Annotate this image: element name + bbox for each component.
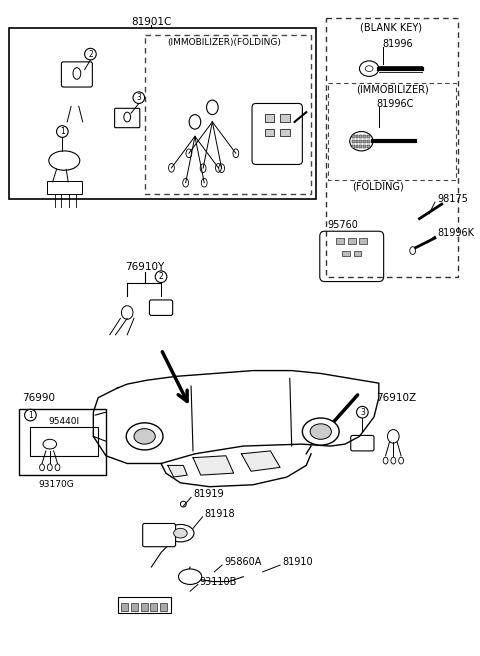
Bar xyxy=(363,135,366,138)
Text: 1: 1 xyxy=(60,127,65,136)
Text: 81996K: 81996K xyxy=(437,228,474,238)
Text: 95860A: 95860A xyxy=(224,557,261,567)
Ellipse shape xyxy=(126,423,163,450)
Text: (FOLDING): (FOLDING) xyxy=(352,182,404,192)
Text: 2: 2 xyxy=(159,272,164,281)
Bar xyxy=(336,238,344,244)
Circle shape xyxy=(155,271,167,283)
Bar xyxy=(280,129,290,136)
Bar xyxy=(356,145,359,148)
FancyBboxPatch shape xyxy=(118,597,171,613)
Text: 1: 1 xyxy=(28,411,33,420)
Bar xyxy=(367,140,370,143)
Text: 93170G: 93170G xyxy=(38,480,74,489)
Text: 76910Y: 76910Y xyxy=(125,262,164,272)
Bar xyxy=(360,238,367,244)
Text: 95440I: 95440I xyxy=(49,417,80,426)
Bar xyxy=(160,603,167,611)
Text: (IMMOBILIZER)(FOLDING): (IMMOBILIZER)(FOLDING) xyxy=(167,38,281,47)
Bar xyxy=(141,603,147,611)
Text: (IMMOBILIZER): (IMMOBILIZER) xyxy=(356,85,429,95)
Text: 98175: 98175 xyxy=(437,194,468,204)
Bar xyxy=(367,135,370,138)
Bar xyxy=(363,145,366,148)
Bar xyxy=(348,238,356,244)
Polygon shape xyxy=(193,456,234,475)
Text: 95760: 95760 xyxy=(327,220,359,230)
Ellipse shape xyxy=(167,524,194,542)
Circle shape xyxy=(24,409,36,421)
Text: 2: 2 xyxy=(88,50,93,58)
Bar xyxy=(264,129,274,136)
Text: 76990: 76990 xyxy=(22,393,55,403)
Bar xyxy=(356,140,359,143)
Bar xyxy=(150,603,157,611)
Ellipse shape xyxy=(365,66,373,72)
Text: 3: 3 xyxy=(360,407,365,417)
Bar xyxy=(360,135,362,138)
Text: (BLANK KEY): (BLANK KEY) xyxy=(360,23,422,33)
Text: 81996C: 81996C xyxy=(377,100,414,110)
Bar xyxy=(352,145,355,148)
Text: 81910: 81910 xyxy=(282,557,312,567)
Text: 81919: 81919 xyxy=(193,489,224,499)
Text: 3: 3 xyxy=(136,93,141,102)
Bar xyxy=(367,145,370,148)
Bar xyxy=(121,603,128,611)
Polygon shape xyxy=(241,451,280,471)
Bar xyxy=(352,135,355,138)
Polygon shape xyxy=(168,465,187,477)
Ellipse shape xyxy=(310,424,331,440)
Bar xyxy=(131,603,138,611)
Bar xyxy=(352,140,355,143)
Text: 81996: 81996 xyxy=(383,39,413,49)
Bar xyxy=(280,114,290,122)
Bar xyxy=(356,135,359,138)
Bar xyxy=(354,251,361,256)
Circle shape xyxy=(57,126,68,137)
Ellipse shape xyxy=(174,528,187,538)
Circle shape xyxy=(357,406,368,418)
Text: 81901C: 81901C xyxy=(131,17,171,27)
Circle shape xyxy=(84,49,96,60)
FancyBboxPatch shape xyxy=(143,523,176,546)
Text: 93110B: 93110B xyxy=(200,577,237,586)
Text: 76910Z: 76910Z xyxy=(376,393,416,403)
Ellipse shape xyxy=(302,418,339,445)
Bar xyxy=(264,114,274,122)
Bar xyxy=(360,140,362,143)
Bar xyxy=(363,140,366,143)
Circle shape xyxy=(133,92,144,104)
Ellipse shape xyxy=(134,428,155,444)
Bar xyxy=(360,145,362,148)
Text: 81918: 81918 xyxy=(204,509,235,519)
Bar xyxy=(342,251,350,256)
Ellipse shape xyxy=(179,569,202,584)
